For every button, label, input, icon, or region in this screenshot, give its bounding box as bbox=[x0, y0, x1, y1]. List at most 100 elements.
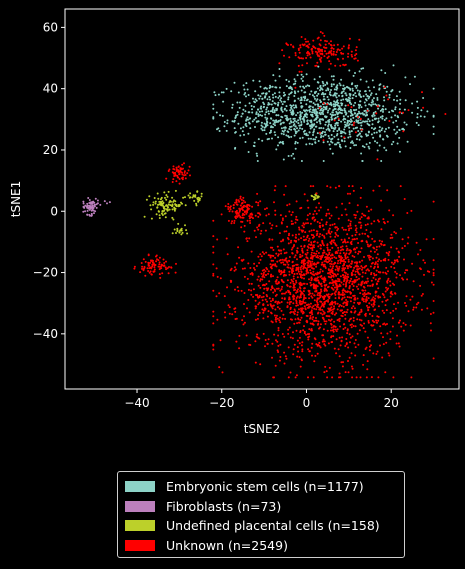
data-point bbox=[317, 256, 320, 259]
data-point bbox=[178, 182, 181, 185]
data-point bbox=[287, 44, 289, 46]
data-point bbox=[360, 106, 363, 109]
data-point bbox=[283, 193, 286, 196]
data-point bbox=[444, 113, 447, 115]
data-point bbox=[297, 97, 300, 100]
data-point bbox=[237, 289, 240, 292]
data-point bbox=[264, 339, 267, 341]
data-point bbox=[348, 110, 350, 113]
data-point bbox=[332, 288, 335, 291]
data-point bbox=[242, 216, 245, 219]
data-point bbox=[351, 238, 354, 241]
data-point bbox=[429, 313, 432, 315]
data-point bbox=[389, 330, 392, 333]
data-point bbox=[313, 254, 316, 257]
data-point bbox=[226, 286, 228, 289]
data-point bbox=[292, 280, 294, 283]
data-point bbox=[351, 55, 354, 58]
data-point bbox=[292, 348, 295, 351]
data-point bbox=[351, 260, 354, 263]
data-point bbox=[336, 87, 339, 90]
data-point bbox=[231, 210, 234, 213]
data-point bbox=[336, 130, 339, 132]
data-point bbox=[353, 266, 356, 269]
data-point bbox=[320, 107, 323, 110]
data-point bbox=[184, 174, 187, 176]
data-point bbox=[353, 121, 355, 124]
data-point bbox=[274, 264, 277, 267]
data-point bbox=[325, 52, 328, 55]
data-point bbox=[342, 283, 345, 286]
data-point bbox=[310, 283, 313, 286]
data-point bbox=[388, 120, 391, 122]
data-point bbox=[272, 106, 275, 109]
data-point bbox=[248, 111, 251, 114]
data-point bbox=[254, 98, 257, 101]
data-point bbox=[178, 173, 181, 176]
data-point bbox=[337, 246, 340, 249]
data-point bbox=[367, 292, 370, 295]
data-point bbox=[287, 332, 290, 335]
data-point bbox=[352, 269, 355, 272]
data-point bbox=[242, 204, 245, 207]
data-point bbox=[295, 249, 298, 252]
data-point bbox=[334, 104, 337, 107]
data-point bbox=[322, 160, 325, 162]
data-point bbox=[293, 322, 296, 325]
data-point bbox=[376, 149, 379, 152]
series-1-points bbox=[82, 197, 111, 217]
data-point bbox=[350, 277, 353, 280]
data-point bbox=[290, 135, 293, 138]
data-point bbox=[237, 214, 240, 217]
data-point bbox=[349, 120, 352, 123]
data-point bbox=[411, 262, 414, 265]
data-point bbox=[329, 62, 332, 65]
data-point bbox=[292, 264, 295, 267]
data-point bbox=[256, 293, 259, 296]
data-point bbox=[319, 99, 322, 102]
data-point bbox=[347, 258, 350, 261]
data-point bbox=[370, 299, 373, 302]
data-point bbox=[330, 104, 333, 107]
data-point bbox=[352, 305, 355, 308]
data-point bbox=[249, 267, 252, 269]
data-point bbox=[337, 348, 340, 351]
data-point bbox=[238, 210, 241, 213]
data-point bbox=[183, 171, 186, 174]
data-point bbox=[240, 259, 243, 262]
data-point bbox=[343, 121, 346, 124]
data-point bbox=[348, 44, 350, 47]
data-point bbox=[231, 220, 234, 223]
data-point bbox=[348, 287, 351, 290]
data-point bbox=[230, 90, 233, 93]
data-point bbox=[312, 198, 315, 201]
data-point bbox=[365, 229, 368, 231]
data-point bbox=[158, 214, 161, 217]
legend-item-fibroblasts: Fibroblasts (n=73) bbox=[125, 497, 397, 517]
data-point bbox=[276, 340, 279, 343]
data-point bbox=[331, 223, 334, 226]
data-point bbox=[249, 273, 252, 275]
data-point bbox=[395, 342, 398, 345]
data-point bbox=[244, 205, 247, 208]
data-point bbox=[240, 202, 243, 205]
data-point bbox=[301, 341, 304, 344]
data-point bbox=[338, 280, 341, 283]
data-point bbox=[387, 252, 390, 255]
data-point bbox=[243, 133, 245, 136]
data-point bbox=[294, 240, 297, 243]
data-point bbox=[398, 150, 401, 153]
data-point bbox=[402, 278, 405, 281]
data-point bbox=[247, 132, 250, 135]
data-point bbox=[218, 292, 221, 295]
data-point bbox=[335, 96, 338, 99]
data-point bbox=[238, 334, 241, 337]
data-point bbox=[413, 75, 416, 78]
data-point bbox=[253, 267, 255, 269]
data-point bbox=[338, 320, 341, 323]
data-point bbox=[265, 251, 268, 254]
data-point bbox=[354, 280, 357, 283]
data-point bbox=[403, 198, 406, 200]
data-point bbox=[273, 109, 276, 112]
data-point bbox=[323, 290, 326, 292]
